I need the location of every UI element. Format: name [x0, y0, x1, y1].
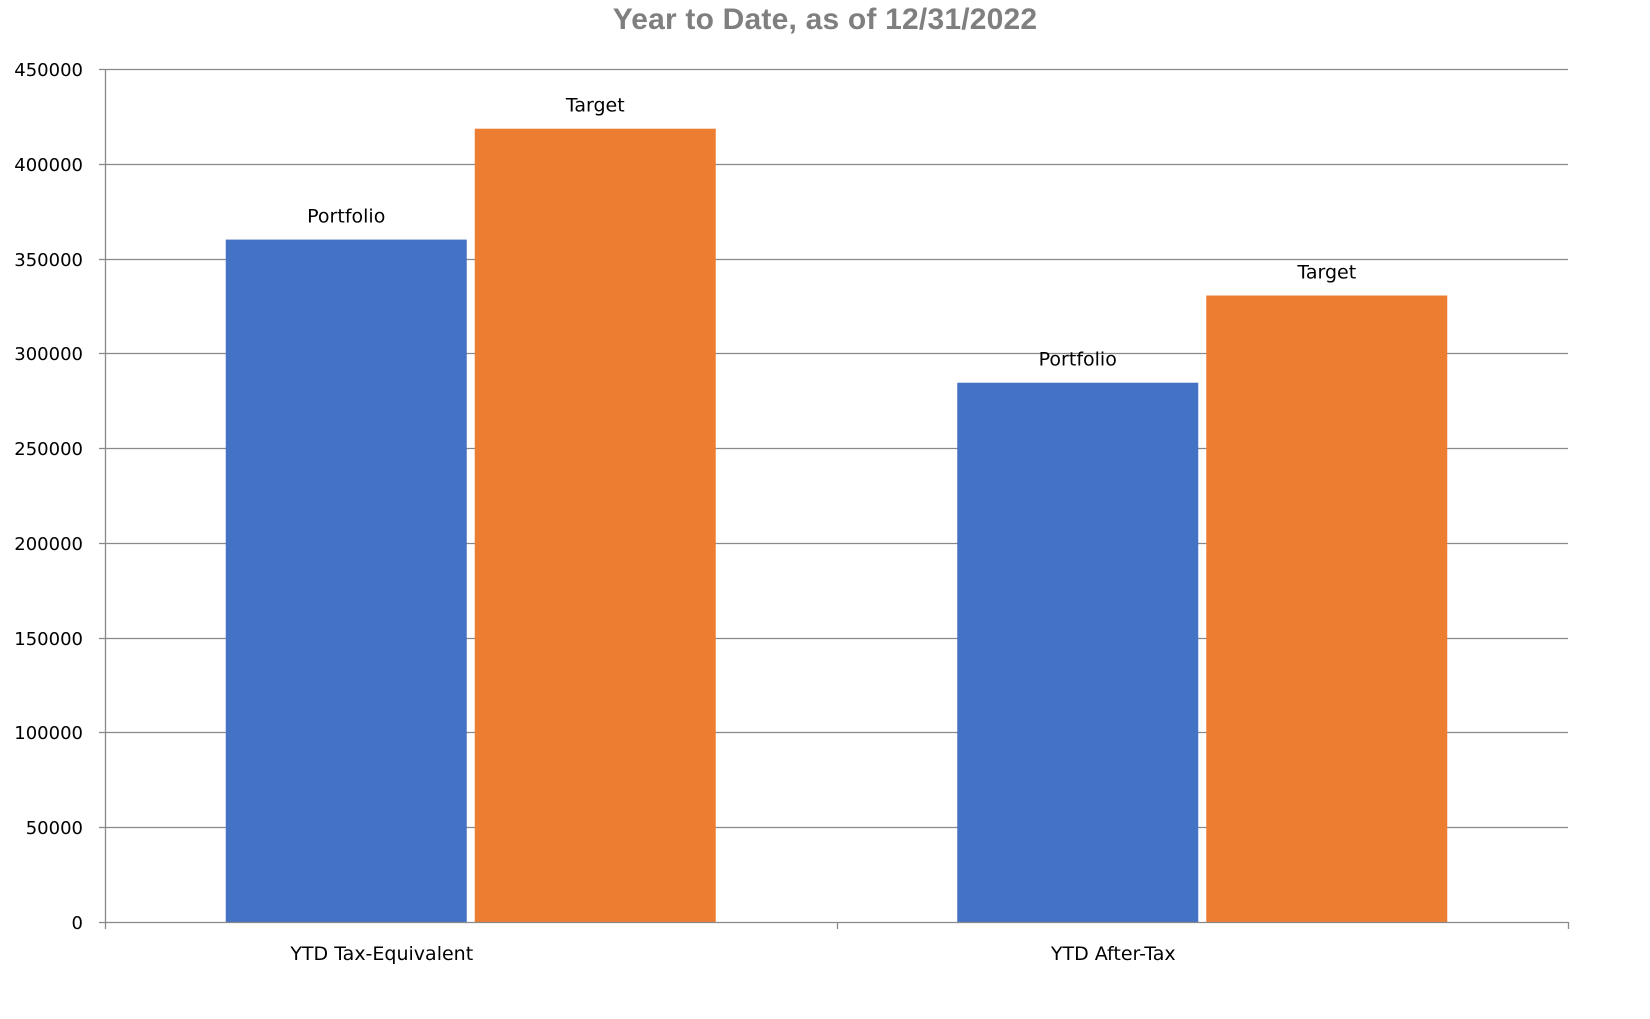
x-category-label: YTD Tax-Equivalent	[289, 943, 473, 965]
bar	[225, 239, 467, 923]
y-tick-label: 200000	[14, 534, 83, 555]
y-tick-label: 350000	[14, 250, 83, 271]
y-tick-label: 400000	[14, 155, 83, 176]
y-tick-label: 250000	[14, 439, 83, 460]
labels: Portfolio Target YTD Tax-Equivalent Portfol…	[289, 95, 1356, 965]
bar-data-label: Target	[565, 95, 625, 117]
bar-data-label: Portfolio	[1039, 349, 1117, 371]
y-tick-label: 0	[72, 913, 83, 934]
bars	[225, 128, 1448, 923]
x-category-label: YTD After-Tax	[1050, 943, 1176, 965]
bar-data-label: Target	[1296, 262, 1356, 284]
y-tick-label: 150000	[14, 629, 83, 650]
bar-data-label: Portfolio	[307, 206, 385, 228]
y-tick-label: 50000	[26, 818, 83, 839]
chart-title: Year to Date, as of 12/31/2022	[612, 3, 1038, 36]
axes: 0 50000 100000 150000 200000 250000 300000 3500…	[14, 60, 1570, 934]
y-tick-label: 300000	[14, 344, 83, 365]
bar	[1206, 295, 1448, 922]
y-tick-label: 100000	[14, 723, 83, 744]
y-tick-label: 450000	[14, 60, 83, 81]
bar	[957, 382, 1199, 922]
bar	[474, 128, 716, 922]
